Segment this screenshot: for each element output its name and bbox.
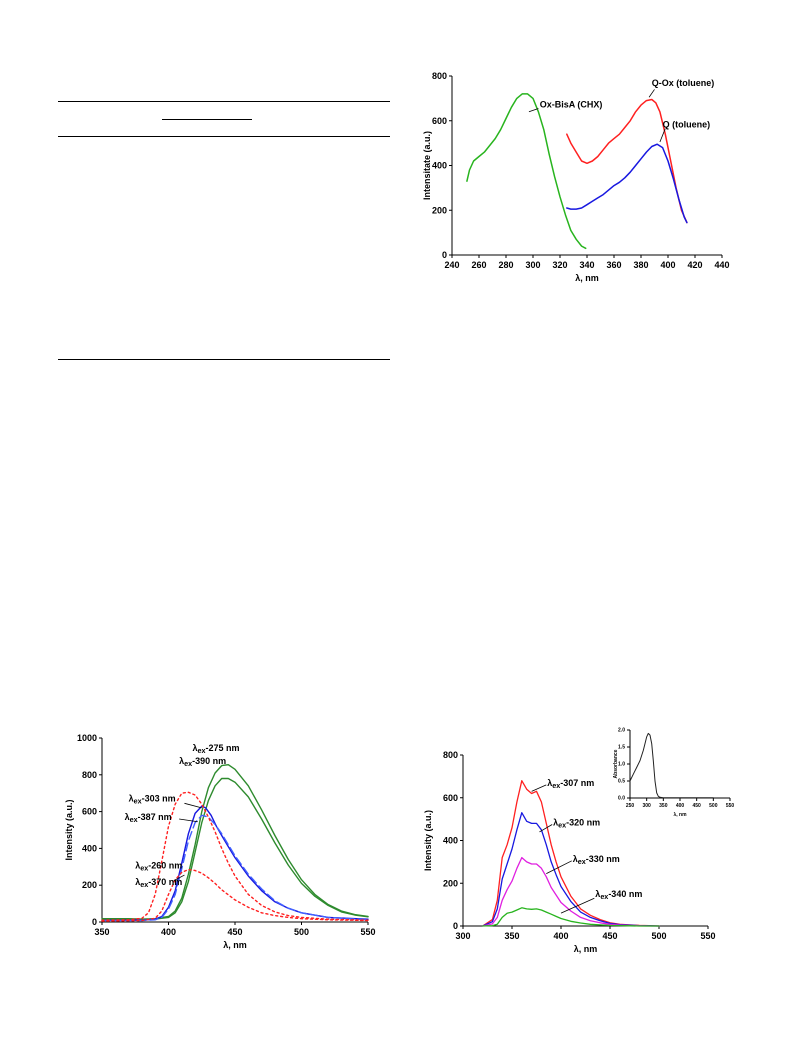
c3-inset: 250 300 350 400 450 500 550 0.0 0.5 1.0 1.5 2.0 λ, n… bbox=[613, 728, 734, 818]
c3-inset-y-tick-label: 1.5 bbox=[618, 745, 625, 751]
c3-inset-series-line-1 bbox=[629, 732, 714, 799]
c3-inset-y-tick-label: 1.0 bbox=[618, 762, 625, 768]
c3-inset-x-tick-label: 500 bbox=[709, 803, 718, 809]
c1-x-tick-label: 320 bbox=[552, 260, 567, 270]
c1-y-axis-label: Intensitate (a.u.) bbox=[422, 131, 432, 200]
c2-annotation: λex-390 nm bbox=[179, 756, 226, 768]
c3-leader bbox=[546, 860, 572, 874]
c3-inset-x-tick-label: 400 bbox=[676, 803, 685, 809]
c1-y-tick-label: 0 bbox=[442, 250, 447, 260]
c1-y-tick-label: 600 bbox=[432, 116, 447, 126]
c1-x-tick-label: 360 bbox=[606, 260, 621, 270]
c2-x-tick-label: 400 bbox=[161, 927, 176, 937]
c1-series-line-3 bbox=[566, 143, 688, 224]
c3-leader bbox=[539, 824, 553, 833]
c2-series-line-4 bbox=[101, 814, 369, 922]
c1-x-tick-label: 440 bbox=[714, 260, 729, 270]
c3-series-line-4 bbox=[481, 907, 660, 927]
c3-x-tick-label: 400 bbox=[553, 931, 568, 941]
c3-x-tick-label: 350 bbox=[504, 931, 519, 941]
c1-series-line-2 bbox=[566, 98, 688, 224]
c3-inset-x-tick-label: 450 bbox=[692, 803, 701, 809]
c1-x-tick-label: 380 bbox=[633, 260, 648, 270]
c3-inset-x-tick-label: 250 bbox=[626, 803, 635, 809]
c2-series-line-2 bbox=[101, 777, 369, 921]
c1-x-axis-label: λ, nm bbox=[575, 273, 599, 283]
c2-series-line-5 bbox=[101, 791, 369, 921]
c2-leader bbox=[184, 802, 202, 809]
c3-y-tick-label: 600 bbox=[443, 793, 458, 803]
c1-x-tick-label: 240 bbox=[444, 260, 459, 270]
chart-intensity-ex-wavelengths: 350 400 450 500 550 0 200 400 600 800 1000 λ, nm Int… bbox=[64, 733, 376, 950]
c3-x-tick-label: 450 bbox=[602, 931, 617, 941]
chart-intensity-ox-bisa: 300 350 400 450 500 550 0 200 400 600 800 λ, nm Inte… bbox=[423, 728, 734, 954]
c3-y-axis-label: Intensity (a.u.) bbox=[423, 810, 433, 871]
c2-y-tick-label: 800 bbox=[82, 770, 97, 780]
table-group-rule bbox=[162, 119, 252, 120]
c2-y-tick-label: 1000 bbox=[77, 733, 97, 743]
c3-inset-x-tick-label: 550 bbox=[726, 803, 735, 809]
c2-annotation: λex-303 nm bbox=[129, 793, 176, 805]
c1-y-tick-label: 200 bbox=[432, 205, 447, 215]
c1-leader bbox=[659, 128, 666, 143]
c1-annotation: Ox-BisA (CHX) bbox=[540, 99, 603, 109]
c3-annotation: λex-330 nm bbox=[573, 854, 620, 866]
c1-leader bbox=[528, 108, 539, 113]
c2-leader bbox=[179, 818, 198, 823]
c2-x-tick-label: 500 bbox=[294, 927, 309, 937]
c3-x-tick-label: 300 bbox=[455, 931, 470, 941]
c1-leader bbox=[648, 89, 655, 98]
c3-inset-y-tick-label: 2.0 bbox=[618, 728, 625, 734]
c2-annotation: λex-260 nm bbox=[135, 861, 182, 873]
c1-y-tick-label: 400 bbox=[432, 161, 447, 171]
c1-annotation: Q-Ox (toluene) bbox=[652, 78, 715, 88]
c1-y-tick-label: 800 bbox=[432, 71, 447, 81]
c3-x-tick-label: 550 bbox=[700, 931, 715, 941]
c2-y-tick-label: 400 bbox=[82, 843, 97, 853]
c2-x-axis-label: λ, nm bbox=[223, 940, 247, 950]
table-header-rule bbox=[58, 136, 390, 137]
c3-annotation: λex-340 nm bbox=[595, 889, 642, 901]
c1-x-tick-label: 340 bbox=[579, 260, 594, 270]
c3-y-tick-label: 200 bbox=[443, 878, 458, 888]
c3-y-tick-label: 800 bbox=[443, 750, 458, 760]
c3-leader bbox=[531, 784, 547, 792]
c1-x-tick-label: 400 bbox=[660, 260, 675, 270]
c2-y-axis-label: Intensity (a.u.) bbox=[64, 799, 74, 860]
c2-annotation: λex-275 nm bbox=[192, 743, 239, 755]
c3-leader bbox=[560, 897, 595, 914]
c1-x-tick-label: 260 bbox=[471, 260, 486, 270]
c1-x-tick-label: 300 bbox=[525, 260, 540, 270]
c3-x-tick-label: 500 bbox=[651, 931, 666, 941]
c2-y-tick-label: 200 bbox=[82, 880, 97, 890]
c1-x-tick-label: 420 bbox=[687, 260, 702, 270]
c2-annotation: λex-370 nm bbox=[135, 877, 182, 889]
c2-leader bbox=[173, 874, 185, 881]
c2-series-line-6 bbox=[101, 868, 369, 922]
c2-x-tick-label: 450 bbox=[227, 927, 242, 937]
c3-y-tick-label: 400 bbox=[443, 836, 458, 846]
c2-y-tick-label: 0 bbox=[92, 917, 97, 927]
c3-inset-y-tick-label: 0.0 bbox=[618, 796, 625, 802]
c1-annotation: Q (toluene) bbox=[663, 119, 711, 129]
c2-annotation: λex-387 nm bbox=[125, 812, 172, 824]
c3-inset-y-axis-label: Absorbance bbox=[613, 749, 619, 778]
c3-annotation: λex-320 nm bbox=[553, 818, 600, 830]
c2-series-line-1 bbox=[101, 764, 369, 920]
c3-x-axis-label: λ, nm bbox=[574, 944, 598, 954]
c1-series-line-1 bbox=[466, 93, 587, 250]
c2-y-tick-label: 600 bbox=[82, 807, 97, 817]
c3-inset-x-axis-label: λ, nm bbox=[673, 812, 687, 818]
chart-intensitate: 240 260 280 300 320 340 360 380 400 420 440 0 200 400… bbox=[422, 71, 730, 283]
c1-x-tick-label: 280 bbox=[498, 260, 513, 270]
c3-annotation: λex-307 nm bbox=[547, 778, 594, 790]
c3-inset-x-tick-label: 350 bbox=[659, 803, 668, 809]
table-top-rule bbox=[58, 101, 390, 102]
c3-y-tick-label: 0 bbox=[453, 921, 458, 931]
c3-inset-x-tick-label: 300 bbox=[642, 803, 651, 809]
c3-inset-y-tick-label: 0.5 bbox=[618, 779, 625, 785]
c2-x-tick-label: 350 bbox=[94, 927, 109, 937]
c2-x-tick-label: 550 bbox=[360, 927, 375, 937]
table-bottom-rule bbox=[58, 359, 390, 360]
